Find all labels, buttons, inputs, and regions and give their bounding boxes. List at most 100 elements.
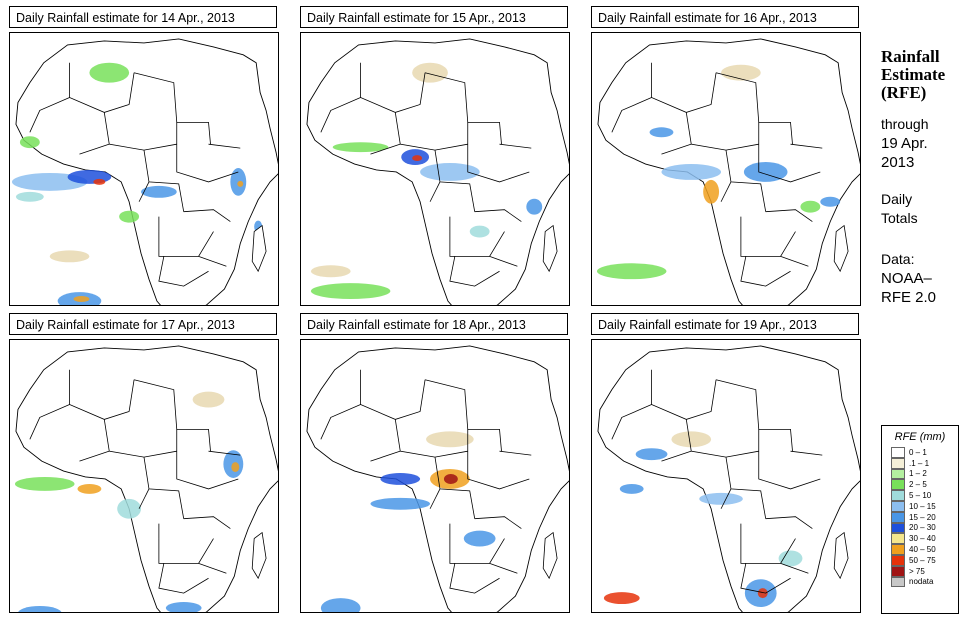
rainfall-patch [192,391,225,408]
madagascar-outline [833,224,849,273]
legend-label: 10 – 15 [909,501,936,511]
rainfall-map [591,32,861,306]
legend-swatch [891,511,905,523]
data-source-block: Data: NOAA– RFE 2.0 [881,250,965,307]
totals-line: Totals [881,210,918,226]
legend-item: 50 – 75 [891,554,958,566]
legend-swatch [891,490,905,501]
rainfall-patch [310,283,391,300]
country-border [103,419,177,458]
country-border [103,112,177,151]
panel-title: Daily Rainfall estimate for 15 Apr., 201… [300,6,568,28]
legend-item: 10 – 15 [891,500,958,512]
country-border [320,404,361,440]
legend-label: 30 – 40 [909,534,936,544]
rainfall-map [9,339,279,613]
country-border [429,488,441,509]
rainfall-patch [699,492,743,505]
country-border [467,122,530,183]
country-border [720,488,732,509]
rainfall-panel-17-apr: Daily Rainfall estimate for 17 Apr., 201… [9,313,279,613]
legend-swatch [891,447,905,458]
country-border [394,112,468,151]
country-border [143,150,185,212]
rainfall-patch [426,431,474,448]
rainfall-patch [49,250,90,263]
panel-title: Daily Rainfall estimate for 14 Apr., 201… [9,6,277,28]
rainfall-patch [117,498,142,519]
country-border [434,457,476,519]
country-border [467,429,530,490]
country-border [449,523,505,564]
country-border [651,369,717,420]
rainfall-patch [671,431,712,448]
country-border [489,255,518,267]
rainfall-patch [619,483,644,494]
rainfall-patch [370,497,431,510]
rainfall-patch [310,265,351,278]
through-block: through 19 Apr. 2013 [881,115,965,172]
legend-swatch [891,576,905,588]
legend-swatch [891,479,905,491]
country-border [29,97,70,133]
legend-item: 30 – 40 [891,533,958,545]
rainfall-patch [820,196,841,207]
panel-title: Daily Rainfall estimate for 16 Apr., 201… [591,6,859,28]
rainfall-patch [89,62,130,83]
totals-line: Daily [881,191,913,207]
legend-item: 2 – 5 [891,479,958,491]
country-border [780,255,809,267]
country-border [158,216,214,257]
madagascar-outline [251,531,267,580]
africa-outline [15,345,278,612]
country-border [158,563,209,594]
africa-outline [597,345,860,612]
totals-block: Daily Totals [881,190,965,228]
rainfall-panel-18-apr: Daily Rainfall estimate for 18 Apr., 201… [300,313,570,613]
legend-label: 15 – 20 [909,512,936,522]
madagascar-outline [542,531,558,580]
legend-title: RFE (mm) [894,431,946,443]
country-border [138,181,150,202]
panel-title: Daily Rainfall estimate for 18 Apr., 201… [300,313,568,335]
rainfall-patch [469,225,490,238]
rainfall-patch [14,476,75,491]
legend-swatch [891,554,905,566]
title-line: Estimate [881,65,946,84]
country-border [434,150,476,212]
legend-item: 40 – 50 [891,544,958,555]
data-label: Data: [881,251,915,267]
legend-item: 15 – 20 [891,511,958,523]
country-border [720,181,732,202]
country-border [499,143,532,149]
rainfall-patch [463,530,496,547]
country-border [765,516,813,529]
rainfall-patch [743,162,788,182]
rainfall-patch [380,473,421,485]
country-border [474,209,522,222]
rainfall-patch [778,550,803,567]
legend-label: 1 – 2 [909,469,927,479]
rainfall-patch [332,142,389,153]
country-border [449,216,505,257]
rainfall-patch [77,483,102,494]
date-line: 19 Apr. [881,135,928,152]
through-label: through [881,116,929,132]
rainfall-panel-15-apr: Daily Rainfall estimate for 15 Apr., 201… [300,6,570,306]
rainfall-patch [73,296,90,303]
rainfall-patch [412,155,423,162]
legend-label: > 75 [909,566,925,576]
rainfall-patch [93,178,106,185]
country-border [394,419,468,458]
source-line: NOAA– [881,270,932,287]
country-border [661,143,692,155]
panel-title: Daily Rainfall estimate for 17 Apr., 201… [9,313,277,335]
legend-label: 2 – 5 [909,480,927,490]
rainfall-patch [596,263,667,280]
legend-item: 5 – 10 [891,490,958,501]
rainfall-patch [119,210,140,223]
country-border [198,255,227,267]
country-border [79,143,110,155]
country-border [176,122,239,183]
